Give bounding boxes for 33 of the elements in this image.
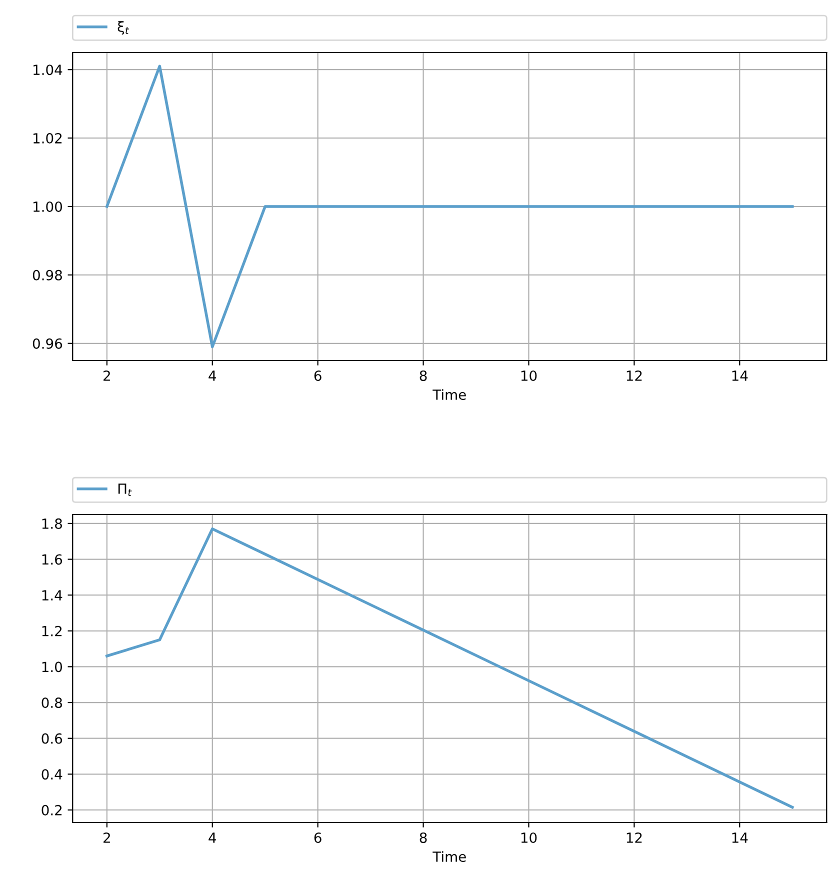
x-tick-label: 4: [208, 832, 216, 843]
y-tick-label: 0.2: [42, 804, 62, 816]
y-tick-label: 1.0: [42, 662, 62, 672]
x-tick-label: 6: [314, 832, 322, 843]
y-tick-label: 1.2: [42, 626, 62, 636]
x-tick-label: 6: [314, 370, 322, 381]
y-tick-label: 1.4: [42, 590, 62, 600]
x-tick-label: 12: [626, 832, 642, 843]
x-tick-label: 4: [208, 370, 216, 381]
y-tick-label: 1.04: [34, 64, 62, 76]
x-tick-label: 12: [626, 370, 642, 381]
x-tick-label: 2: [104, 832, 110, 843]
x-tick-label: 10: [521, 370, 537, 381]
y-tick-label: 0.4: [42, 769, 62, 780]
x-tick-label: 2: [104, 370, 110, 381]
line-series: [106, 527, 794, 809]
y-tick-label: 0.6: [42, 733, 62, 744]
y-tick-label: 0.96: [32, 338, 62, 349]
y-tick-label: 0.8: [42, 697, 62, 708]
x-axis-title: Time: [432, 389, 466, 400]
y-tick-label: 1.00: [34, 201, 62, 212]
x-tick-label: 14: [732, 832, 748, 843]
x-tick-label: 14: [732, 370, 748, 381]
y-tick-label: 1.02: [34, 133, 62, 144]
legend-label: Π$_{t}$: [118, 484, 132, 496]
x-tick-label: 10: [521, 832, 537, 843]
x-tick-label: 8: [420, 832, 427, 843]
y-tick-label: 1.8: [42, 518, 62, 529]
y-tick-label: 1.6: [42, 554, 62, 565]
x-tick-label: 8: [420, 370, 427, 381]
legend-label: ξ$_{t}$: [118, 21, 130, 35]
y-tick-label: 0.98: [32, 270, 62, 280]
x-axis-title: Time: [432, 851, 466, 862]
